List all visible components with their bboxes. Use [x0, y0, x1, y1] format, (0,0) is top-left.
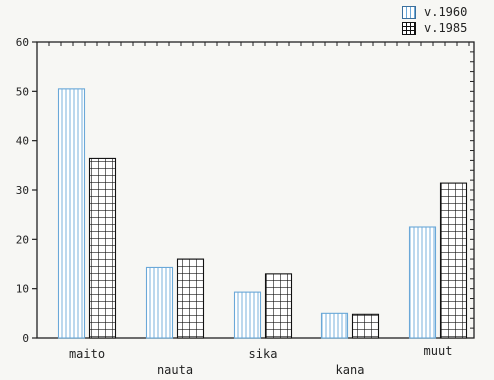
bar-muut-1985: [439, 182, 468, 339]
y-tick-label: 40: [16, 135, 29, 148]
legend-label-1960: v.1960: [424, 5, 468, 19]
bar-sika-1985: [264, 273, 293, 339]
bar-maito-1985: [88, 157, 117, 339]
legend-item-1960: v.1960: [402, 4, 467, 20]
legend-label-1985: v.1985: [424, 21, 468, 35]
y-tick-label: 30: [16, 184, 29, 197]
category-label-maito: maito: [69, 347, 105, 361]
legend-item-1985: v.1985: [402, 20, 467, 36]
y-tick-label: 20: [16, 233, 29, 246]
bar-sika-1960: [233, 291, 262, 339]
y-tick-label: 50: [16, 85, 29, 98]
bar-kana-1960: [320, 312, 349, 339]
category-label-muut: muut: [424, 344, 453, 358]
category-label-nauta: nauta: [157, 363, 193, 377]
chart-legend: v.1960 v.1985: [402, 4, 467, 36]
y-tick-label: 60: [16, 36, 29, 49]
bar-muut-1960: [408, 226, 437, 339]
y-tick-label: 0: [22, 332, 29, 345]
bar-nauta-1960: [145, 266, 174, 339]
bar-maito-1960: [57, 88, 86, 339]
category-label-kana: kana: [336, 363, 365, 377]
category-label-sika: sika: [249, 347, 278, 361]
legend-swatch-1960: [402, 5, 416, 19]
bar-kana-1985: [351, 313, 380, 339]
legend-swatch-1985: [402, 21, 416, 35]
bar-nauta-1985: [176, 258, 205, 339]
y-tick-label: 10: [16, 283, 29, 296]
